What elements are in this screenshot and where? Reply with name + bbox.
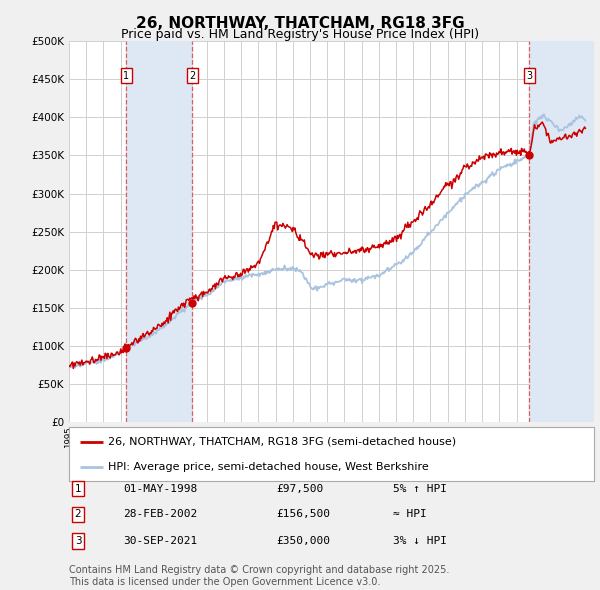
Bar — [127, 41, 192, 422]
Text: HPI: Average price, semi-detached house, West Berkshire: HPI: Average price, semi-detached house,… — [109, 463, 429, 472]
Text: £97,500: £97,500 — [276, 484, 323, 493]
Text: £156,500: £156,500 — [276, 510, 330, 519]
Text: 26, NORTHWAY, THATCHAM, RG18 3FG: 26, NORTHWAY, THATCHAM, RG18 3FG — [136, 16, 464, 31]
Text: 2: 2 — [74, 510, 82, 519]
Text: Contains HM Land Registry data © Crown copyright and database right 2025.
This d: Contains HM Land Registry data © Crown c… — [69, 565, 449, 587]
Text: 3% ↓ HPI: 3% ↓ HPI — [393, 536, 447, 546]
Bar — [529, 41, 594, 422]
Text: 3: 3 — [74, 536, 82, 546]
Text: 1: 1 — [123, 71, 130, 81]
Text: 5% ↑ HPI: 5% ↑ HPI — [393, 484, 447, 493]
Text: 01-MAY-1998: 01-MAY-1998 — [123, 484, 197, 493]
Text: 3: 3 — [526, 71, 533, 81]
Text: ≈ HPI: ≈ HPI — [393, 510, 427, 519]
Text: 1: 1 — [74, 484, 82, 493]
Text: £350,000: £350,000 — [276, 536, 330, 546]
Text: Price paid vs. HM Land Registry's House Price Index (HPI): Price paid vs. HM Land Registry's House … — [121, 28, 479, 41]
Text: 26, NORTHWAY, THATCHAM, RG18 3FG (semi-detached house): 26, NORTHWAY, THATCHAM, RG18 3FG (semi-d… — [109, 437, 457, 447]
Text: 2: 2 — [189, 71, 196, 81]
Text: 30-SEP-2021: 30-SEP-2021 — [123, 536, 197, 546]
Text: 28-FEB-2002: 28-FEB-2002 — [123, 510, 197, 519]
